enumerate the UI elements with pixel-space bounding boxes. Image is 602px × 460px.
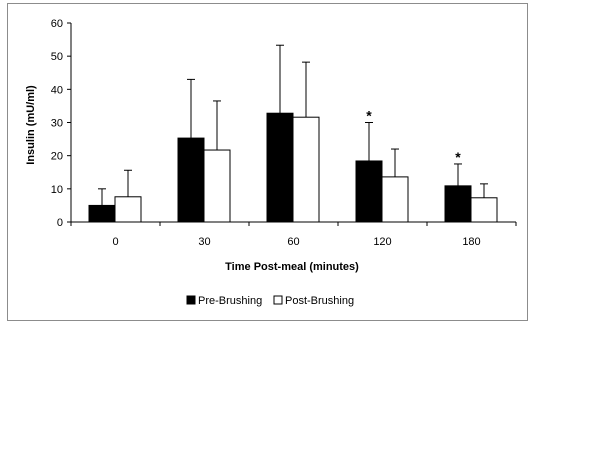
- annotation-group: **: [366, 108, 461, 165]
- bar-post-brushing-0: [114, 196, 142, 223]
- y-axis: 0 10 20 30 40 50 60: [51, 18, 72, 229]
- legend: Pre-Brushing Post-Brushing: [186, 295, 354, 307]
- legend-swatch-pre-brushing: [186, 295, 196, 305]
- x-tick-label: 180: [462, 236, 480, 248]
- y-tick-label: 20: [51, 151, 63, 163]
- bar-post-brushing-120: [381, 176, 409, 223]
- bar-group: [88, 112, 498, 223]
- y-tick-label: 50: [51, 51, 63, 63]
- legend-label-post-brushing: Post-Brushing: [285, 295, 354, 307]
- bar-pre-brushing-0: [88, 204, 116, 223]
- x-tick-label: 30: [198, 236, 210, 248]
- legend-label-pre-brushing: Pre-Brushing: [198, 295, 262, 307]
- y-tick-label: 60: [51, 18, 63, 30]
- significance-marker: *: [455, 149, 461, 165]
- bar-pre-brushing-30: [177, 137, 205, 223]
- chart-area: 0 10 20 30 40 50 60 0 30 60 120 180 * * Insulin (mU…: [7, 3, 528, 321]
- y-axis-title: Insulin (mU/ml): [25, 85, 37, 165]
- bar-post-brushing-30: [203, 149, 231, 223]
- bar-pre-brushing-60: [266, 112, 294, 223]
- x-tick-label: 60: [287, 236, 299, 248]
- y-tick-label: 0: [57, 217, 63, 229]
- x-axis-title: Time Post-meal (minutes): [225, 261, 359, 273]
- error-bar-group: [98, 44, 488, 206]
- bar-pre-brushing-120: [355, 160, 383, 223]
- bar-pre-brushing-180: [444, 185, 472, 223]
- x-axis: 0 30 60 120 180: [70, 221, 517, 248]
- y-tick-label: 30: [51, 118, 63, 130]
- x-tick-label: 0: [112, 236, 118, 248]
- legend-swatch-post-brushing: [273, 295, 283, 305]
- bar-post-brushing-180: [470, 197, 498, 223]
- bar-post-brushing-60: [292, 116, 320, 223]
- y-tick-label: 40: [51, 84, 63, 96]
- y-tick-label: 10: [51, 184, 63, 196]
- significance-marker: *: [366, 108, 372, 124]
- x-tick-label: 120: [373, 236, 391, 248]
